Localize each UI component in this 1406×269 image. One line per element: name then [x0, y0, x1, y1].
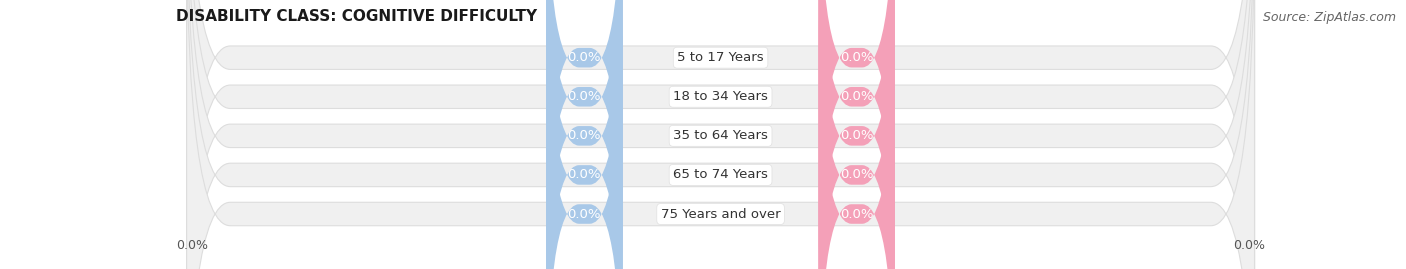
- FancyBboxPatch shape: [187, 0, 1254, 269]
- FancyBboxPatch shape: [546, 0, 623, 269]
- Text: DISABILITY CLASS: COGNITIVE DIFFICULTY: DISABILITY CLASS: COGNITIVE DIFFICULTY: [176, 9, 537, 24]
- Text: 75 Years and over: 75 Years and over: [661, 207, 780, 221]
- Text: 0.0%: 0.0%: [839, 129, 873, 142]
- Text: 0.0%: 0.0%: [839, 51, 873, 64]
- Text: 5 to 17 Years: 5 to 17 Years: [678, 51, 763, 64]
- FancyBboxPatch shape: [546, 0, 623, 269]
- Text: 65 to 74 Years: 65 to 74 Years: [673, 168, 768, 181]
- FancyBboxPatch shape: [187, 0, 1254, 269]
- FancyBboxPatch shape: [187, 0, 1254, 269]
- FancyBboxPatch shape: [187, 0, 1254, 269]
- FancyBboxPatch shape: [546, 0, 623, 269]
- Text: 0.0%: 0.0%: [568, 90, 602, 103]
- FancyBboxPatch shape: [818, 0, 896, 269]
- Text: 0.0%: 0.0%: [568, 129, 602, 142]
- FancyBboxPatch shape: [818, 0, 896, 269]
- Text: 0.0%: 0.0%: [568, 168, 602, 181]
- Text: Source: ZipAtlas.com: Source: ZipAtlas.com: [1263, 11, 1396, 24]
- Text: 0.0%: 0.0%: [839, 207, 873, 221]
- FancyBboxPatch shape: [546, 0, 623, 269]
- FancyBboxPatch shape: [818, 0, 896, 269]
- Text: 18 to 34 Years: 18 to 34 Years: [673, 90, 768, 103]
- Text: 0.0%: 0.0%: [568, 207, 602, 221]
- Text: 0.0%: 0.0%: [839, 168, 873, 181]
- Text: 0.0%: 0.0%: [839, 90, 873, 103]
- FancyBboxPatch shape: [546, 0, 623, 269]
- FancyBboxPatch shape: [187, 0, 1254, 269]
- Text: 0.0%: 0.0%: [1233, 239, 1265, 252]
- Text: 0.0%: 0.0%: [568, 51, 602, 64]
- FancyBboxPatch shape: [818, 0, 896, 269]
- Text: 0.0%: 0.0%: [176, 239, 208, 252]
- Text: 35 to 64 Years: 35 to 64 Years: [673, 129, 768, 142]
- FancyBboxPatch shape: [818, 0, 896, 269]
